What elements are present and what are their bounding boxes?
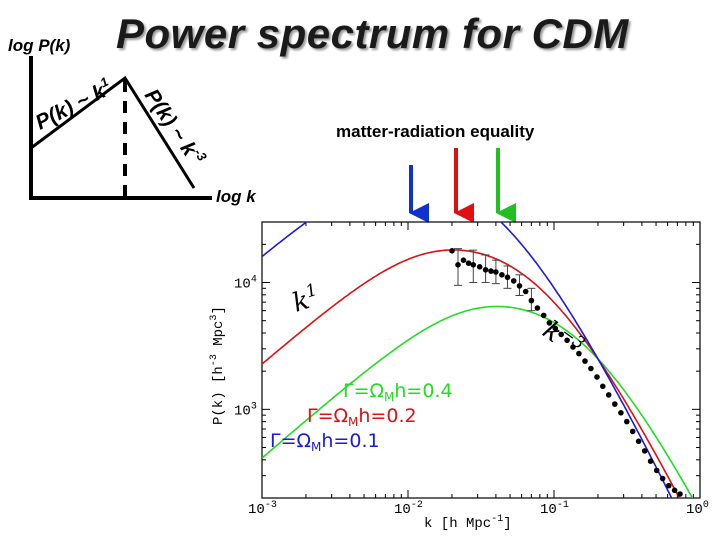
y-tick-label: 104 bbox=[234, 275, 257, 293]
data-point bbox=[594, 374, 600, 380]
x-tick-labels: 10-3 10-2 10-1 100 bbox=[248, 500, 709, 518]
slope-label-fall-text: k−3 bbox=[537, 314, 589, 364]
sketch-rise-label: P(k) ~ k1 bbox=[30, 74, 115, 135]
y-axis-label: P(k) [h-3 Mpc3] bbox=[209, 306, 227, 425]
data-point bbox=[476, 264, 483, 270]
data-point bbox=[482, 267, 489, 273]
model-curve bbox=[262, 222, 673, 498]
equality-arrows bbox=[409, 148, 516, 223]
data-point bbox=[641, 448, 648, 454]
legend-entry-gamma-0.2-post: h=0.2 bbox=[358, 405, 416, 427]
sketch-x-axis-label-text: log k bbox=[216, 187, 256, 206]
y-axis-label-exp2: 3 bbox=[209, 315, 220, 321]
tick-marks bbox=[261, 221, 701, 499]
data-point bbox=[534, 305, 541, 311]
data-point bbox=[570, 344, 576, 350]
legend-entry-gamma-0.4: Γ=ΩMh=0.4 bbox=[343, 380, 453, 404]
data-point bbox=[629, 428, 636, 435]
slide-title: Power spectrum for CDM bbox=[116, 10, 629, 57]
x-tick-label: 10-2 bbox=[394, 500, 423, 518]
data-point bbox=[647, 458, 654, 465]
model-curves bbox=[262, 222, 694, 498]
data-point bbox=[528, 297, 535, 304]
data-point bbox=[605, 392, 612, 398]
sketch-x-axis-label: log k bbox=[216, 187, 256, 207]
data-point bbox=[677, 491, 683, 497]
data-point bbox=[558, 331, 564, 338]
sketch-y-axis-label-text: log P(k) bbox=[8, 36, 71, 55]
legend-entry-gamma-0.2: Γ=ΩMh=0.2 bbox=[307, 405, 417, 429]
data-point bbox=[510, 278, 517, 284]
slope-label-fall: k−3 bbox=[537, 314, 589, 364]
legend-entry-gamma-0.1-post: h=0.1 bbox=[321, 430, 379, 452]
slope-label-rise: k1 bbox=[288, 280, 323, 319]
data-point bbox=[546, 320, 553, 326]
x-axis-label: k [h Mpc-1] bbox=[424, 514, 512, 532]
x-tick-label: 10-1 bbox=[540, 500, 569, 518]
x-axis-label-exponent: -1 bbox=[491, 514, 503, 525]
legend-entry-gamma-0.1: Γ=ΩMh=0.1 bbox=[270, 430, 380, 454]
data-point bbox=[460, 257, 467, 264]
data-point bbox=[449, 248, 455, 254]
legend: Γ=ΩMh=0.4 Γ=ΩMh=0.2 Γ=ΩMh=0.1 bbox=[270, 380, 453, 454]
y-axis-label-mid: Mpc bbox=[211, 321, 227, 355]
legend-entry-gamma-0.2-sub: M bbox=[348, 415, 358, 429]
data-point bbox=[653, 467, 660, 474]
y-tick-labels: 103 104 bbox=[234, 275, 257, 420]
legend-entry-gamma-0.4-sub: M bbox=[384, 390, 394, 404]
data-point bbox=[588, 365, 594, 372]
data-point bbox=[455, 262, 461, 268]
legend-entry-gamma-0.4-post: h=0.4 bbox=[394, 380, 452, 402]
data-point bbox=[540, 312, 547, 319]
data-point bbox=[582, 358, 588, 364]
data-point bbox=[552, 325, 559, 332]
x-tick-label: 100 bbox=[686, 500, 709, 518]
x-axis-label-tail: ] bbox=[503, 516, 511, 532]
y-axis-label-exp1: -3 bbox=[209, 354, 220, 366]
data-point bbox=[612, 401, 618, 407]
data-point bbox=[516, 283, 523, 289]
data-point bbox=[488, 268, 494, 274]
data-point bbox=[564, 337, 570, 344]
data-point bbox=[600, 383, 606, 390]
sketch-rise-label-text: P(k) ~ k1 bbox=[30, 74, 115, 135]
data-point bbox=[635, 438, 642, 445]
sketch-y-axis-label: log P(k) bbox=[8, 36, 70, 56]
data-point bbox=[499, 272, 505, 278]
data-point bbox=[465, 260, 472, 267]
data-point bbox=[504, 274, 511, 281]
data-point bbox=[671, 487, 678, 494]
y-axis-label-text: P(k) [h-3 Mpc3] bbox=[209, 306, 227, 425]
plot-frame bbox=[261, 221, 701, 499]
x-tick-label: 10-3 bbox=[248, 500, 277, 518]
data-point bbox=[618, 410, 624, 416]
power-spectrum-plot: 10-3 10-2 10-1 100 103 104 k [h Mpc-1] P(k) … bbox=[209, 221, 709, 532]
matter-radiation-equality-label: matter-radiation equality bbox=[336, 122, 535, 141]
data-point bbox=[470, 262, 477, 268]
model-curve bbox=[262, 305, 694, 498]
legend-entry-gamma-0.1-sub: M bbox=[311, 440, 321, 454]
slope-label-rise-text: k1 bbox=[288, 280, 323, 319]
data-point bbox=[624, 418, 630, 425]
data-point bbox=[576, 350, 582, 357]
model-curve bbox=[262, 249, 681, 498]
y-axis-label-tail: ] bbox=[211, 306, 227, 314]
data-point bbox=[493, 269, 499, 275]
sketch: P(k) ~ k1 P(k) ~ k-3 bbox=[29, 56, 212, 200]
y-tick-label: 103 bbox=[234, 401, 257, 419]
data-point bbox=[522, 288, 529, 295]
sketch-spectrum-shape bbox=[30, 75, 196, 189]
data-point bbox=[665, 482, 672, 489]
observation-points bbox=[449, 248, 683, 497]
data-point bbox=[659, 475, 666, 482]
